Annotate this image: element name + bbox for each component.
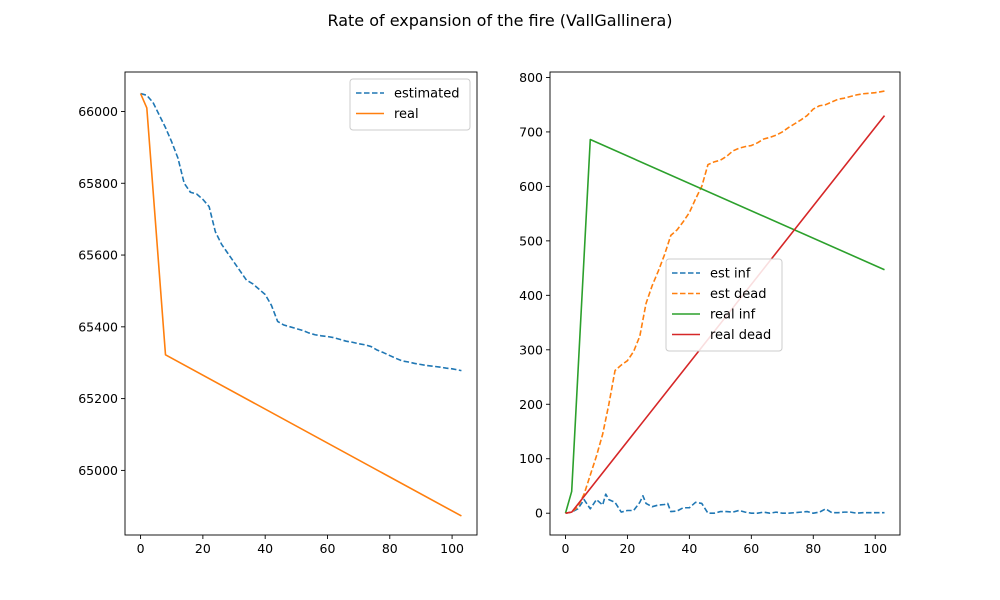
x-tick-label: 40 — [681, 541, 697, 556]
series-line-real-dead — [565, 115, 886, 514]
right-chart: 0 20 40 60 80 100 0 100 200 300 400 500 600 700 800 est… — [519, 70, 901, 556]
y-tick-label: 800 — [519, 70, 543, 85]
y-tick-label: 65200 — [78, 391, 118, 406]
legend-label: real — [394, 107, 419, 122]
legend: estimated real — [349, 78, 471, 131]
y-tick-label: 300 — [519, 342, 543, 357]
series-line-est-inf — [565, 493, 885, 515]
legend-box — [349, 78, 471, 131]
legend-label: est inf — [710, 267, 751, 282]
legend-box — [665, 258, 783, 352]
y-tick-label: 0 — [535, 506, 543, 521]
y-tick-label: 65400 — [78, 319, 118, 334]
y-tick-label: 700 — [519, 124, 543, 139]
y-tick-label: 200 — [519, 397, 543, 412]
legend-label: real inf — [710, 308, 756, 323]
x-tick-label: 20 — [619, 541, 635, 556]
legend-label: est dead — [710, 287, 766, 302]
x-tick-label: 40 — [257, 541, 273, 556]
series-line-real — [139, 93, 462, 517]
x-tick-label: 20 — [195, 541, 211, 556]
y-tick-label: 65800 — [78, 176, 118, 191]
y-tick-label: 600 — [519, 179, 543, 194]
legend-label: estimated — [394, 87, 459, 102]
left-chart: 0 20 40 60 80 100 65000 65200 65400 65600 65800 660… — [78, 71, 478, 556]
x-tick-label: 60 — [743, 541, 759, 556]
axes-frame — [549, 71, 901, 536]
y-tick-label: 100 — [519, 451, 543, 466]
series-line-estimated — [140, 92, 462, 372]
x-tick-label: 0 — [137, 541, 145, 556]
y-tick-label: 65000 — [78, 463, 118, 478]
x-tick-label: 0 — [562, 541, 570, 556]
y-tick-label: 500 — [519, 233, 543, 248]
y-tick-label: 65600 — [78, 248, 118, 263]
axes-frame — [124, 71, 478, 536]
series-group — [139, 92, 462, 517]
y-tick-label: 400 — [519, 288, 543, 303]
legend-label: real dead — [710, 328, 771, 343]
series-line-real-inf — [564, 138, 885, 514]
x-tick-label: 60 — [320, 541, 336, 556]
series-line-est-dead — [565, 90, 885, 514]
x-tick-label: 80 — [805, 541, 821, 556]
figure-title: Rate of expansion of the fire (VallGalli… — [327, 11, 672, 30]
y-tick-label: 66000 — [78, 104, 118, 119]
series-group — [564, 90, 886, 515]
x-tick-label: 100 — [440, 541, 464, 556]
x-tick-label: 80 — [382, 541, 398, 556]
x-tick-label: 100 — [863, 541, 887, 556]
plot-area — [125, 72, 477, 535]
legend: est inf est dead real inf real dead — [665, 258, 783, 352]
